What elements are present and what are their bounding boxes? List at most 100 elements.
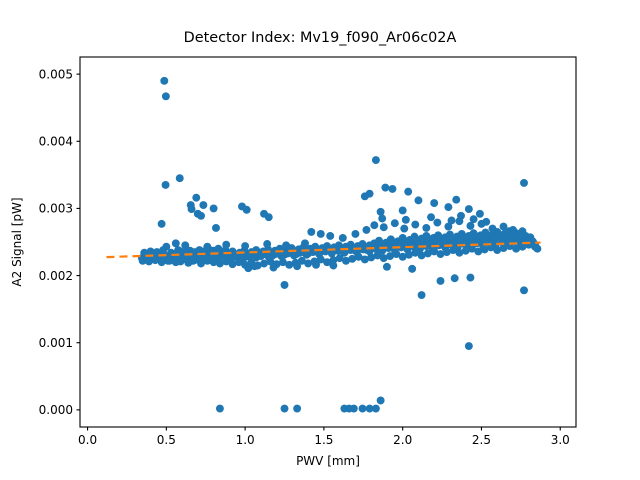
scatter-point [404, 187, 413, 196]
scatter-point [401, 215, 410, 224]
scatter-point [430, 199, 439, 208]
scatter-point [461, 246, 470, 255]
scatter-point [422, 223, 431, 232]
scatter-point [160, 76, 169, 85]
scatter-point [398, 252, 407, 261]
x-tick-label: 1.0 [236, 433, 255, 447]
y-tick-label: 0.003 [39, 202, 73, 216]
scatter-point [199, 201, 208, 210]
scatter-point [379, 254, 388, 263]
scatter-point [157, 219, 166, 228]
scatter-point [392, 250, 401, 259]
scatter-point [482, 217, 491, 226]
axes-group: 0.0 0.5 1.0 1.5 2.0 2.5 3.0 0.000 0.001 0.002 0.00… [39, 56, 577, 447]
scatter-point [269, 263, 278, 272]
scatter-point [260, 259, 268, 268]
trendline-group [106, 241, 541, 259]
scatter-point [349, 404, 358, 413]
scatter-point [464, 342, 473, 351]
scatter-point [520, 286, 528, 295]
scatter-point [436, 276, 445, 285]
x-axis-label: PWV [mm] [296, 454, 360, 468]
scatter-point [165, 256, 174, 265]
scatter-point [365, 404, 374, 413]
scatter-point [480, 245, 489, 254]
scatter-point [475, 209, 484, 218]
trendline [106, 241, 541, 259]
scatter-point [488, 224, 497, 233]
y-tick-label: 0.004 [39, 134, 73, 148]
x-tick-label: 1.5 [314, 433, 333, 447]
scatter-point [327, 249, 336, 258]
y-tick-label: 0.005 [39, 67, 73, 81]
scatter-point [187, 205, 196, 214]
scatter-point [436, 250, 445, 259]
scatter-point [245, 251, 254, 260]
scatter-point [422, 242, 431, 250]
x-tick-label: 2.5 [472, 433, 491, 447]
data-points-group [137, 76, 542, 413]
scatter-point [280, 404, 289, 413]
scatter-point [348, 254, 357, 263]
axis-labels-group: PWV [mm] A2 Signal [pW] [10, 197, 360, 468]
scatter-point [466, 221, 475, 230]
scatter-point [469, 215, 478, 224]
scatter-point [370, 221, 379, 230]
scatter-point [447, 216, 456, 225]
scatter-point [209, 204, 218, 213]
scatter-point [518, 227, 527, 236]
scatter-point [342, 256, 350, 265]
scatter-point [452, 195, 461, 204]
axes-frame [79, 56, 577, 428]
scatter-point [449, 246, 458, 255]
scatter-point [531, 242, 539, 251]
scatter-point [312, 260, 320, 269]
scatter-point [326, 232, 335, 240]
scatter-point [301, 239, 309, 248]
scatter-point [382, 262, 391, 271]
scatter-point [411, 220, 420, 229]
scatter-point [282, 241, 291, 250]
chart-title: Detector Index: Mv19_f090_Ar06c02A [183, 30, 457, 46]
scatter-point [263, 240, 272, 248]
scatter-point [373, 251, 382, 260]
scatter-point [304, 259, 313, 268]
x-tick-label: 0.0 [78, 433, 97, 447]
scatter-point [351, 229, 360, 238]
scatter-point [234, 258, 243, 267]
y-tick-label: 0.002 [39, 269, 73, 283]
scatter-point [398, 206, 407, 215]
scatter-point [146, 247, 155, 256]
scatter-point [280, 281, 289, 289]
scatter-point [197, 211, 205, 220]
scatter-point [365, 189, 374, 198]
scatter-point [338, 234, 347, 242]
scatter-point [171, 239, 180, 248]
scatter-point [512, 244, 521, 253]
scatter-point [335, 254, 344, 263]
scatter-point [486, 243, 495, 252]
scatter-point [409, 242, 418, 251]
scatter-point [520, 178, 528, 187]
scatter-point [474, 247, 483, 256]
x-tick-label: 2.0 [393, 433, 412, 447]
scatter-point [354, 252, 363, 261]
scatter-point [379, 223, 388, 232]
scatter-point [307, 227, 316, 236]
scatter-point [509, 225, 517, 234]
scatter-point [215, 404, 224, 413]
scatter-point [359, 245, 368, 254]
scatter-point [162, 242, 171, 251]
scatter-point [493, 246, 502, 255]
scatter-point [215, 259, 224, 268]
scatter-point [466, 273, 475, 282]
x-tick-label: 0.5 [157, 433, 176, 447]
scatter-point [442, 248, 451, 257]
scatter-point [367, 253, 376, 262]
scatter-point [388, 184, 397, 193]
y-tick-label: 0.000 [39, 403, 73, 417]
scatter-point [376, 396, 385, 405]
scatter-point [157, 258, 166, 267]
